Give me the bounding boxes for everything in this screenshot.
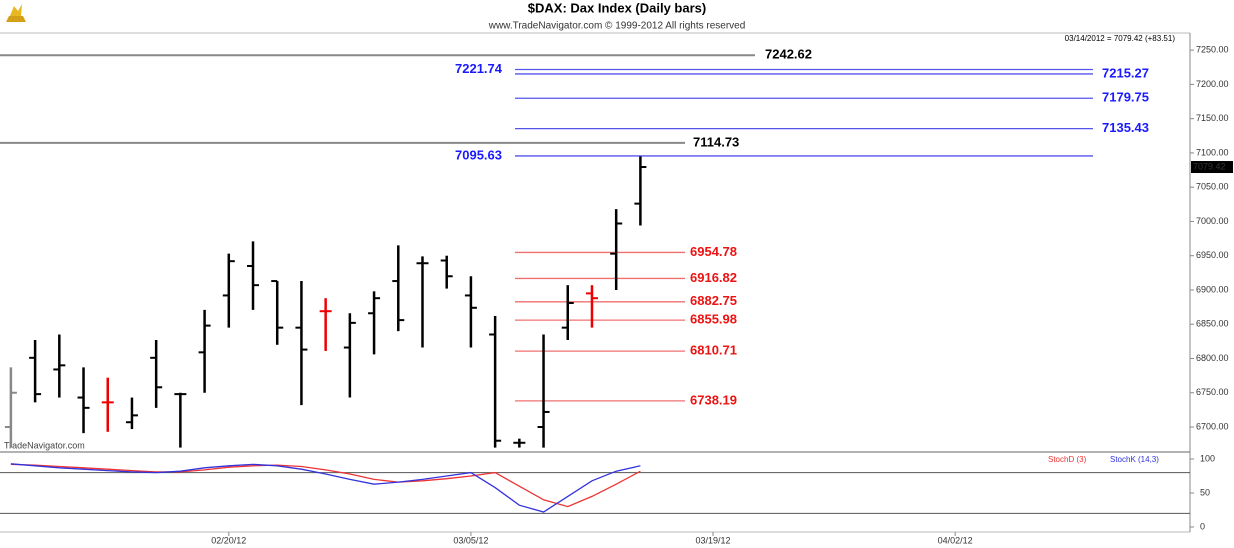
level-label: 7221.74: [455, 61, 503, 76]
last-price-box: [1191, 161, 1233, 174]
level-label: 6855.98: [690, 312, 737, 327]
y-tick-label: 6950.00: [1196, 250, 1229, 260]
y-tick-label: 100: [1200, 453, 1215, 463]
y-tick-label: 0: [1200, 521, 1205, 531]
level-label: 6916.82: [690, 270, 737, 285]
last-price-label: 7079.42: [1193, 161, 1226, 171]
level-label: 7215.27: [1102, 65, 1149, 80]
y-tick-label: 7000.00: [1196, 216, 1229, 226]
level-label: 7095.63: [455, 147, 502, 162]
y-tick-label: 6800.00: [1196, 353, 1229, 363]
y-tick-label: 7150.00: [1196, 113, 1229, 123]
y-tick-label: 6850.00: [1196, 319, 1229, 329]
stoch-line: [10, 463, 641, 513]
level-label: 6954.78: [690, 244, 737, 259]
legend-entry: StochD (3): [1048, 455, 1087, 464]
y-tick-label: 6700.00: [1196, 421, 1229, 431]
y-tick-label: 6900.00: [1196, 284, 1229, 294]
level-label: 7242.62: [765, 47, 812, 62]
legend-entry: StochK (14,3): [1110, 455, 1159, 464]
level-label: 6882.75: [690, 293, 737, 308]
y-tick-label: 7250.00: [1196, 45, 1229, 55]
level-label: 6810.71: [690, 343, 737, 358]
watermark: TradeNavigator.com: [4, 440, 85, 450]
y-tick-label: 7050.00: [1196, 182, 1229, 192]
level-label: 7114.73: [693, 134, 739, 149]
level-label: 7135.43: [1102, 120, 1149, 135]
x-tick-label: 02/20/12: [211, 535, 246, 545]
y-tick-label: 50: [1200, 487, 1210, 497]
logo: [6, 4, 26, 22]
price-info: 03/14/2012 = 7079.42 (+83.51): [1065, 34, 1176, 43]
y-tick-label: 6750.00: [1196, 387, 1229, 397]
level-label: 7179.75: [1102, 90, 1149, 105]
chart-title: $DAX: Dax Index (Daily bars): [528, 0, 706, 15]
level-label: 6738.19: [690, 392, 737, 407]
y-tick-label: 7200.00: [1196, 79, 1229, 89]
x-tick-label: 04/02/12: [938, 535, 973, 545]
chart-subtitle: www.TradeNavigator.com © 1999-2012 All r…: [488, 21, 746, 32]
x-tick-label: 03/05/12: [453, 535, 488, 545]
x-tick-label: 03/19/12: [696, 535, 731, 545]
y-tick-label: 7100.00: [1196, 147, 1229, 157]
stoch-line: [10, 463, 641, 508]
